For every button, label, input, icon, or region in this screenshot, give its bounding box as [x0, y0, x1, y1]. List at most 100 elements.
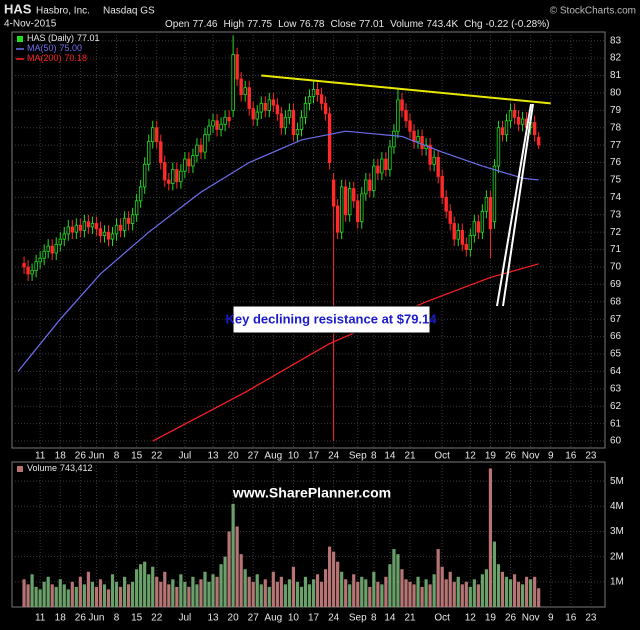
candle-body: [30, 270, 34, 275]
y-tick-label: 71: [610, 244, 622, 255]
x-tick-label: 16: [565, 613, 577, 624]
volume-bar: [179, 574, 183, 607]
x-tick-label: 27: [248, 613, 260, 624]
candle-body: [444, 196, 448, 212]
candle-body: [532, 122, 537, 136]
candle-body: [468, 235, 473, 250]
y-tick-label: 62: [610, 401, 622, 412]
volume-bar: [500, 571, 505, 607]
x-tick-label: 10: [288, 451, 300, 462]
volume-bar: [143, 561, 147, 607]
volume-bar: [187, 586, 191, 607]
y-tick-label: 77: [610, 140, 622, 151]
volume-bar: [492, 541, 497, 607]
volume-bar: [283, 584, 287, 607]
stat-label: Open: [165, 19, 189, 30]
candle-body: [500, 127, 505, 136]
candle-body: [263, 102, 267, 111]
volume-bar: [271, 571, 275, 607]
volume-bar: [412, 584, 416, 607]
candle-body: [34, 261, 38, 271]
volume-bar: [159, 581, 163, 607]
candle-body: [412, 130, 416, 143]
volume-bar: [243, 569, 247, 607]
x-tick-label: Sep: [349, 451, 367, 462]
legend-name: MA(50): [27, 43, 57, 53]
legend-value: 743,412: [60, 463, 93, 473]
x-tick-label: Nov: [522, 613, 540, 624]
volume-bar: [380, 584, 384, 607]
x-tick-label: Nov: [522, 451, 540, 462]
volume-bar: [344, 579, 348, 607]
volume-bar: [239, 554, 243, 607]
volume-bar: [223, 556, 227, 607]
candle-body: [183, 158, 187, 172]
stat-value: 743.4K: [426, 19, 458, 30]
candle-body: [472, 221, 477, 237]
volume-bar: [420, 586, 424, 607]
volume-bar: [311, 579, 316, 607]
candle-body: [271, 99, 276, 106]
volume-bar: [472, 579, 476, 607]
volume-bar: [110, 574, 115, 607]
volume-bar: [231, 503, 235, 607]
volume-bar: [155, 576, 159, 607]
volume-bar: [364, 579, 368, 607]
candle-body: [167, 179, 171, 184]
candle-body: [323, 102, 328, 115]
stat-label: High: [224, 19, 245, 30]
volume-bar: [58, 579, 62, 607]
candle-body: [247, 87, 251, 109]
y-tick-label: 4M: [610, 501, 624, 512]
candle-body: [488, 196, 493, 230]
candle-body: [404, 109, 408, 122]
x-tick-label: 27: [248, 451, 260, 462]
volume-bar: [436, 549, 440, 607]
volume-bar: [319, 581, 324, 607]
volume-bar: [135, 569, 139, 607]
annotation: Key declining resistance at $79.14: [226, 311, 438, 326]
candle-body: [239, 78, 243, 96]
candle-body: [62, 233, 66, 240]
candle-body: [146, 141, 151, 165]
volume-bar: [94, 586, 99, 607]
y-tick-label: 80: [610, 88, 622, 99]
stat-value: 76.78: [299, 19, 324, 30]
volume-bar: [484, 569, 488, 607]
volume-bar: [287, 579, 292, 607]
volume-bar: [275, 581, 279, 607]
candle-body: [311, 89, 316, 97]
y-tick-label: 69: [610, 279, 622, 290]
candle-body: [364, 179, 368, 195]
x-tick-label: 9: [548, 451, 554, 462]
x-tick-label: Jul: [178, 613, 191, 624]
volume-bar: [388, 564, 392, 607]
candle-body: [331, 179, 336, 207]
y-tick-label: 68: [610, 296, 622, 307]
x-tick-label: 22: [151, 613, 163, 624]
x-tick-label: 26: [75, 451, 87, 462]
candle-body: [187, 158, 191, 167]
candle-body: [231, 54, 235, 111]
volume-bar: [175, 586, 179, 607]
candle-body: [243, 87, 247, 96]
volume-bar: [488, 468, 493, 607]
y-tick-label: 81: [610, 70, 622, 81]
volume-bar: [38, 589, 42, 607]
x-tick-label: 26: [75, 613, 87, 624]
candle-body: [110, 233, 115, 240]
candle-body: [452, 223, 456, 240]
y-tick-label: 63: [610, 383, 622, 394]
volume-bar: [444, 579, 448, 607]
candle-body: [516, 116, 521, 125]
stat-label: Volume: [390, 19, 424, 30]
volume-bar: [279, 576, 283, 607]
candle-body: [327, 113, 332, 163]
volume-bar: [263, 579, 267, 607]
volume-bar: [147, 574, 151, 607]
candle-body: [307, 96, 312, 104]
stat-value: -0.22 (-0.28%): [486, 19, 550, 30]
volume-bar: [460, 584, 464, 607]
candle-body: [508, 109, 513, 122]
